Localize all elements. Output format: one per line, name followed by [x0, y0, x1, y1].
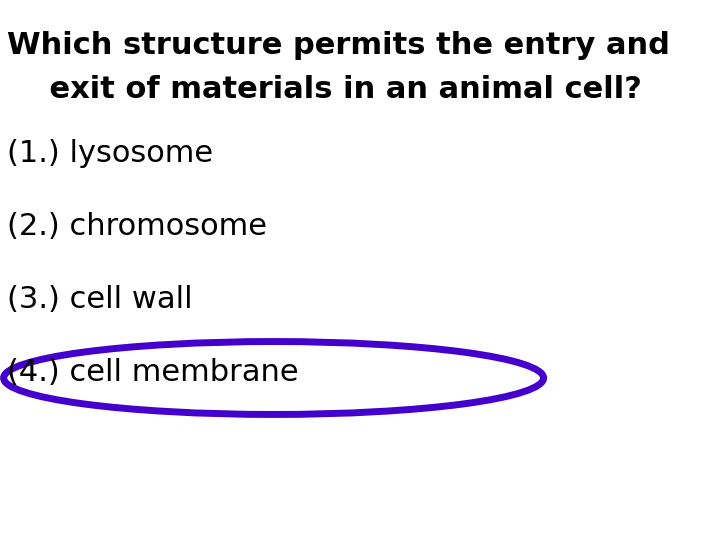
Text: (3.) cell wall: (3.) cell wall: [7, 285, 193, 314]
Text: (2.) chromosome: (2.) chromosome: [7, 212, 267, 241]
Text: Which structure permits the entry and: Which structure permits the entry and: [7, 31, 670, 60]
Text: (4.) cell membrane: (4.) cell membrane: [7, 358, 299, 387]
Text: (1.) lysosome: (1.) lysosome: [7, 139, 213, 168]
Text: exit of materials in an animal cell?: exit of materials in an animal cell?: [7, 75, 642, 104]
